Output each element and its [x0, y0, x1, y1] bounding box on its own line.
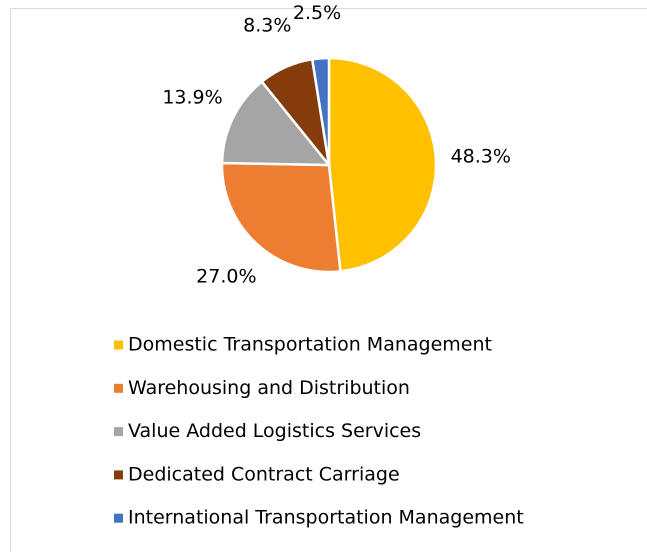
legend-marker: [114, 470, 123, 480]
legend-label: Dedicated Contract Carriage: [128, 463, 400, 485]
pie-slice: [310, 56, 331, 166]
pie-slice: [327, 56, 438, 273]
legend-marker: [114, 340, 123, 350]
data-label: 27.0%: [196, 266, 256, 288]
legend-marker: [114, 427, 123, 437]
legend-label: International Transportation Management: [128, 507, 524, 529]
legend-marker: [114, 383, 123, 393]
data-label: 8.3%: [243, 15, 291, 37]
legend-label: Value Added Logistics Services: [128, 420, 421, 442]
legend-label: Warehousing and Distribution: [128, 377, 410, 399]
data-label: 2.5%: [293, 2, 341, 24]
pie-slice: [220, 161, 342, 274]
data-label: 13.9%: [162, 87, 222, 109]
legend-label: Domestic Transportation Management: [128, 334, 492, 356]
data-label: 48.3%: [451, 145, 511, 167]
pie-slice: [220, 79, 332, 167]
legend-marker: [114, 513, 123, 523]
